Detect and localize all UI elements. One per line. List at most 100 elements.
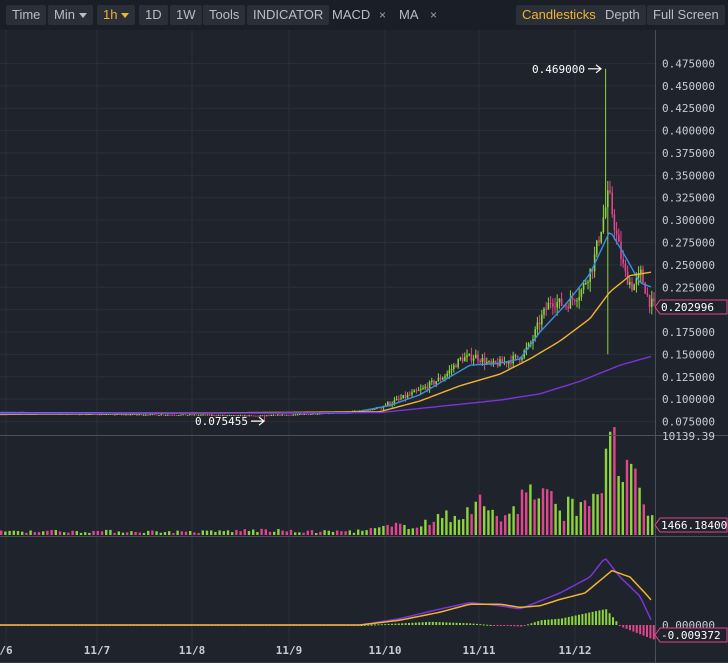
macd-histogram-bar: [642, 625, 645, 636]
time-button[interactable]: Time: [6, 5, 47, 25]
candle-body: [307, 414, 310, 416]
candle-body: [316, 413, 319, 415]
candle-body: [424, 386, 426, 388]
volume-bar: [533, 499, 536, 535]
candle-body: [134, 414, 136, 416]
macd-histogram-bar: [561, 618, 563, 625]
candle-body: [288, 414, 290, 416]
candle-body: [624, 263, 627, 272]
candle-body: [527, 343, 530, 348]
ma-fast-line: [0, 232, 652, 414]
volume-bar: [218, 530, 221, 535]
volume-bar: [483, 506, 486, 535]
macd-histogram-bar: [513, 625, 516, 627]
candle-body: [123, 414, 125, 416]
candle-body: [79, 414, 81, 416]
candle-body: [371, 409, 374, 411]
candle-body: [618, 234, 620, 242]
volume-bar: [105, 529, 108, 535]
volume-bar: [142, 532, 146, 535]
price-chart[interactable]: 0.475000 0.450000 0.425000 0.400000 0.375000…: [0, 30, 728, 663]
price-tick-label: 0.475000: [662, 57, 715, 70]
interval-1w-button[interactable]: 1W: [170, 5, 202, 25]
candle-body: [587, 281, 589, 283]
macd-histogram-bar: [448, 622, 451, 625]
volume-bar: [382, 525, 385, 535]
candle-body: [226, 415, 228, 417]
volume-bar: [180, 531, 183, 535]
candle-body: [252, 415, 255, 417]
min-label: Min: [54, 7, 75, 22]
macd-histogram-bar: [486, 624, 489, 626]
indicator-button[interactable]: INDICATOR: [247, 5, 330, 25]
macd-histogram-bar: [588, 612, 591, 625]
candlestick-series: [2, 68, 655, 422]
remove-macd-icon[interactable]: ×: [379, 8, 387, 22]
volume-bar: [226, 530, 230, 535]
candle-body: [615, 230, 618, 235]
volume-bar: [579, 502, 582, 535]
volume-bar: [168, 531, 171, 535]
last-macd-label: -0.009372: [661, 629, 721, 642]
ma-indicator-label: MA: [399, 7, 419, 22]
volume-bar: [84, 532, 87, 535]
macd-histogram-bar: [438, 622, 441, 625]
candle-body: [105, 414, 107, 416]
volume-bar: [554, 503, 557, 535]
macd-histogram-bar: [499, 625, 502, 626]
macd-histogram-bar: [615, 621, 618, 625]
volume-bar: [319, 531, 322, 535]
candle-body: [162, 414, 165, 416]
volume-bar: [117, 531, 120, 535]
candle-body: [164, 414, 167, 416]
candle-body: [596, 240, 598, 255]
candle-body: [272, 414, 275, 416]
last-volume-label-box: [654, 517, 728, 533]
volume-bar: [331, 531, 335, 535]
candle-body: [415, 390, 418, 392]
tools-button[interactable]: Tools: [203, 5, 246, 25]
candle-body: [206, 414, 209, 416]
candle-body: [261, 415, 264, 417]
volume-bar: [189, 531, 192, 535]
candle-body: [622, 259, 624, 264]
candle-body: [483, 358, 486, 365]
candle-body: [631, 282, 633, 291]
candle-body: [651, 298, 653, 308]
volume-bar: [25, 532, 28, 535]
candlesticks-button[interactable]: Candlesticks: [516, 5, 602, 25]
macd-histogram-bar: [401, 623, 404, 625]
volume-bar: [260, 528, 263, 535]
price-tick-label: 0.400000: [662, 125, 715, 138]
macd-histogram-bar: [479, 624, 482, 626]
interval-dropdown[interactable]: 1h: [97, 5, 136, 25]
volume-bar: [436, 513, 440, 535]
full-screen-button[interactable]: Full Screen: [647, 5, 725, 25]
macd-panel: [0, 558, 655, 640]
macd-histogram-bar: [516, 625, 519, 627]
volume-bar: [273, 531, 276, 535]
volume-bar: [0, 530, 3, 535]
volume-bar: [323, 530, 326, 535]
macd-histogram-bar: [428, 621, 431, 625]
min-dropdown[interactable]: Min: [48, 5, 93, 25]
candle-body: [213, 414, 215, 416]
candle-body: [420, 389, 422, 391]
interval-1d-button[interactable]: 1D: [139, 5, 168, 25]
volume-bar: [327, 530, 330, 535]
volume-bar: [172, 533, 175, 535]
candle-body: [180, 414, 182, 416]
remove-ma-icon[interactable]: ×: [430, 8, 438, 22]
depth-button[interactable]: Depth: [599, 5, 646, 25]
volume-bar: [562, 520, 566, 535]
volume-bar: [352, 532, 356, 535]
candle-body: [184, 414, 187, 416]
macd-histogram-bar: [503, 625, 506, 626]
volume-bar: [470, 514, 473, 535]
volume-bars: [0, 426, 654, 535]
candle-body: [510, 361, 512, 364]
volume-bar: [638, 487, 641, 535]
volume-bar: [453, 515, 456, 535]
candle-body: [521, 357, 523, 360]
volume-bar: [575, 515, 578, 535]
